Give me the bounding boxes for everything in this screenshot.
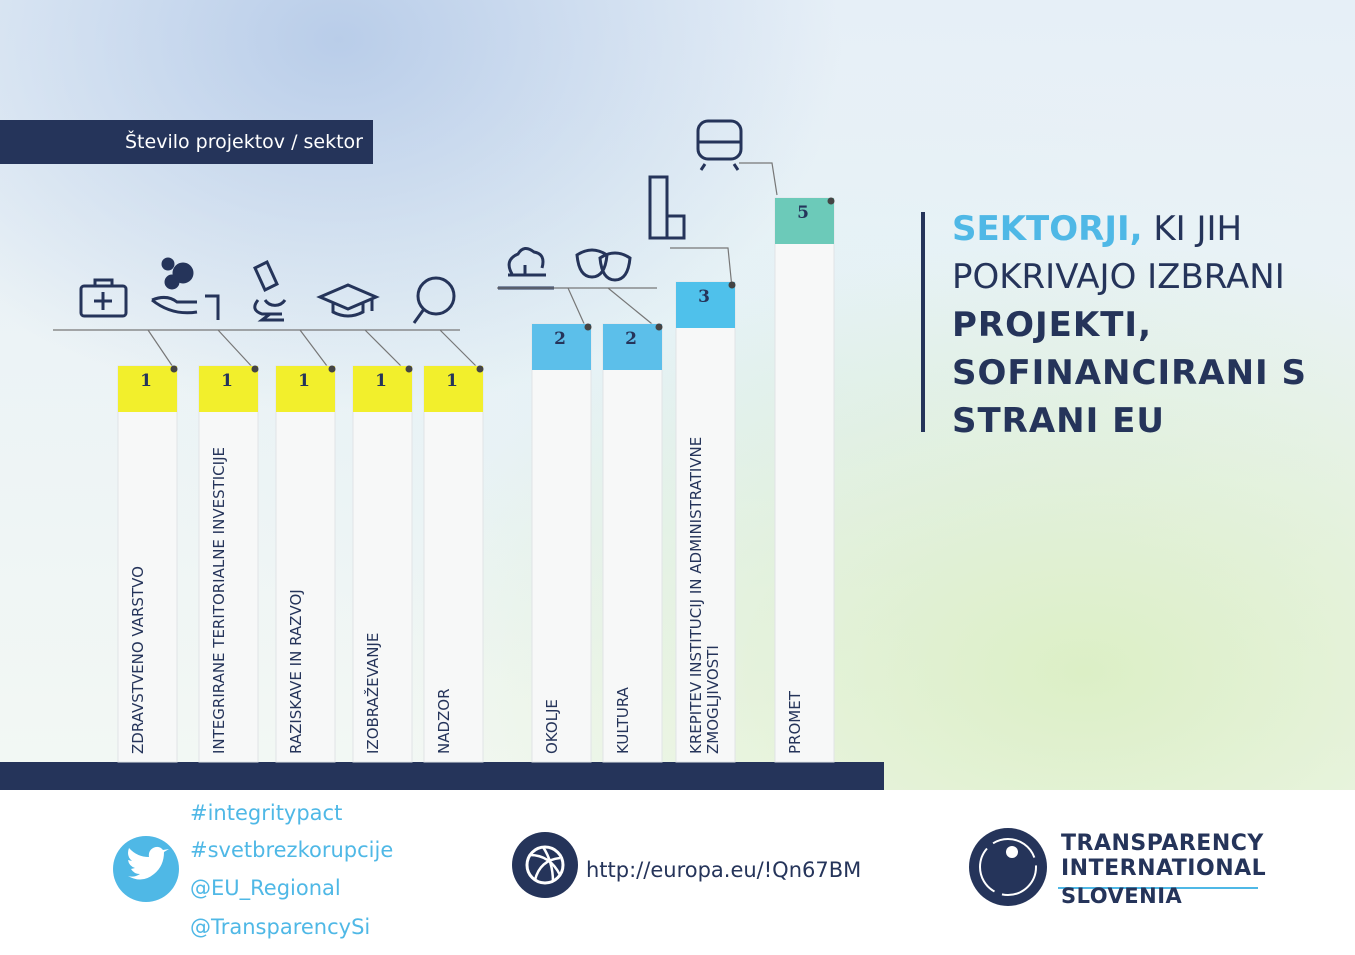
value-box [424, 366, 483, 412]
hashtag: #integritypact [190, 801, 343, 825]
value-box [276, 366, 335, 412]
category-label: IZOBRAŽEVANJE [364, 632, 382, 754]
value-box [676, 282, 735, 328]
value-box [118, 366, 177, 412]
title-rule [921, 212, 925, 432]
logo-text: TRANSPARENCY [1061, 831, 1264, 856]
category-label: INTEGRIRANE TERITORIALNE INVESTICIJE [210, 447, 228, 754]
title-bold: SOFINANCIRANI S [952, 353, 1308, 393]
value-label: 1 [375, 371, 387, 391]
hashtag: #svetbrezkorupcije [190, 838, 394, 862]
logo-text: INTERNATIONAL [1061, 856, 1267, 881]
bar [531, 323, 592, 763]
value-label: 1 [140, 371, 152, 391]
hashtag: @TransparencySi [190, 915, 371, 939]
title-bold: STRANI EU [952, 401, 1165, 441]
logo-text: SLOVENIA [1061, 884, 1183, 908]
bar [352, 365, 413, 763]
value-box [532, 324, 591, 370]
url[interactable]: http://europa.eu/!Qn67BM [586, 858, 862, 882]
title-text: KI JIH [1153, 209, 1243, 249]
base-bar [0, 762, 884, 790]
value-box [353, 366, 412, 412]
title-highlight: SEKTORJI, [952, 209, 1143, 249]
value-box [603, 324, 662, 370]
value-label: 1 [446, 371, 458, 391]
value-box [199, 366, 258, 412]
connector-dot [251, 365, 259, 373]
category-label: OKOLJE [543, 699, 561, 754]
connector-dot [655, 323, 663, 331]
connector-dot [827, 197, 835, 205]
value-label: 1 [221, 371, 233, 391]
subtitle: Število projektov / sektor [0, 120, 373, 164]
title-text: POKRIVAJO IZBRANI [952, 257, 1285, 297]
bar [774, 197, 835, 763]
category-label: KREPITEV INSTITUCIJ IN ADMINISTRATIVNE Z… [687, 436, 722, 754]
bar [675, 281, 736, 763]
connector-dot [584, 323, 592, 331]
value-label: 2 [554, 329, 566, 349]
connector-dot [328, 365, 336, 373]
value-box [775, 198, 834, 244]
connector-dot [476, 365, 484, 373]
bar [423, 365, 484, 763]
connector-dot [170, 365, 178, 373]
connectors [53, 162, 778, 371]
category-label: KULTURA [614, 687, 632, 754]
connector-dot [405, 365, 413, 373]
value-label: 2 [625, 329, 637, 349]
hashtag: @EU_Regional [190, 876, 341, 900]
title-bold: PROJEKTI, [952, 305, 1152, 345]
value-label: 1 [298, 371, 310, 391]
category-label: ZDRAVSTVENO VARSTVO [129, 566, 147, 754]
category-label: NADZOR [435, 688, 453, 754]
bar [198, 365, 259, 763]
icons [79, 119, 743, 324]
value-label: 3 [698, 287, 710, 307]
title: SEKTORJI, KI JIH POKRIVAJO IZBRANI PROJE… [952, 205, 1307, 445]
value-label: 5 [797, 203, 809, 223]
connector-dot [728, 281, 736, 289]
category-label: RAZISKAVE IN RAZVOJ [287, 589, 305, 754]
bar [602, 323, 663, 763]
category-label: PROMET [786, 691, 804, 754]
bar [117, 365, 178, 763]
